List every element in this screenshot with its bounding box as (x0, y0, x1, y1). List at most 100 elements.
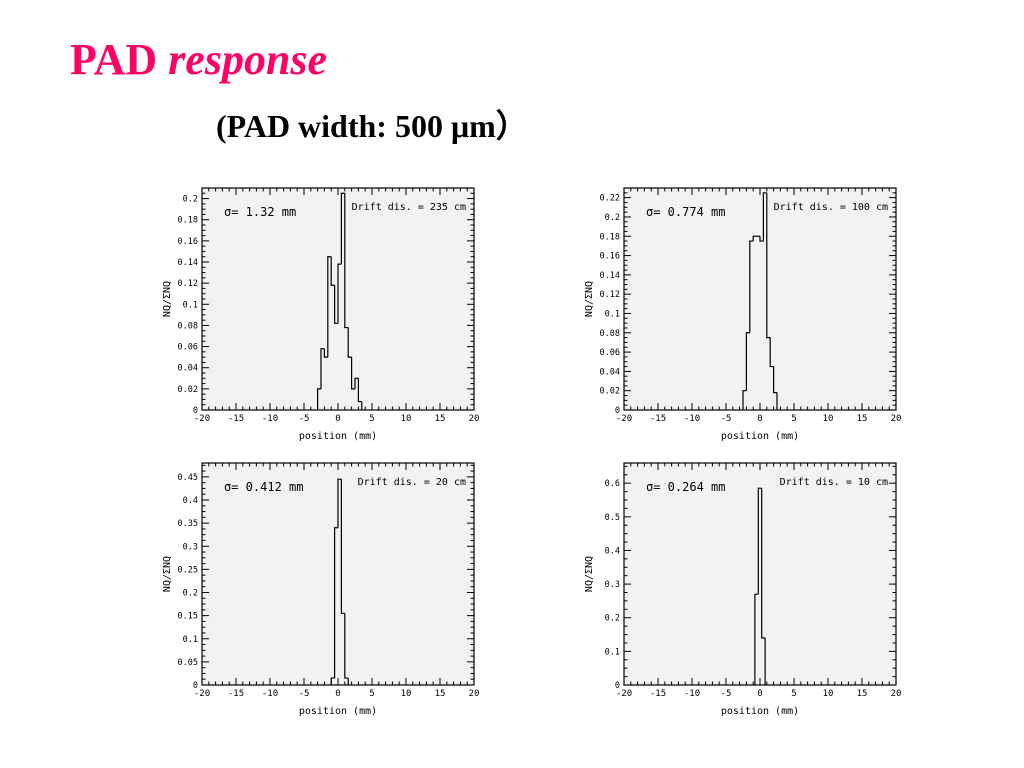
y-tick-label: 0.14 (178, 258, 198, 268)
x-tick-label: -15 (228, 689, 244, 699)
drift-annotation: Drift dis. = 10 cm (780, 477, 888, 488)
slide-title: PAD response (70, 38, 327, 82)
y-tick-label: 0.2 (605, 614, 620, 624)
slide-subtitle: (PAD width: 500 μm） (216, 108, 528, 144)
histogram-bin (330, 256, 335, 286)
y-tick-label: 0.1 (605, 647, 620, 657)
x-tick-label: -5 (299, 689, 310, 699)
histogram-panel-3: -20 -15 -10 -5 0 5 10 15 20 0 0.05 0.1 0.15 0.2 0.25 0.… (150, 455, 480, 725)
x-tick-label: -20 (194, 414, 210, 424)
x-tick-label: 15 (857, 689, 868, 699)
sigma-annotation: σ= 0.412 mm (224, 480, 303, 494)
y-tick-label: 0.12 (178, 279, 198, 289)
histogram-bin (766, 192, 771, 339)
y-tick-label: 0.45 (178, 473, 198, 483)
y-tick-label: 0.04 (600, 367, 620, 377)
histogram-bin (745, 332, 750, 391)
x-tick-label: -5 (721, 414, 732, 424)
y-tick-label: 0.02 (600, 387, 620, 397)
histogram-bin (354, 377, 359, 389)
x-tick-label: 20 (469, 689, 480, 699)
y-tick-label: 0.1 (605, 309, 620, 319)
y-tick-label: 0.14 (600, 271, 620, 281)
y-tick-label: 0.35 (178, 519, 198, 529)
x-axis-label: position (mm) (721, 431, 799, 442)
y-tick-label: 0.06 (600, 348, 620, 358)
y-axis-label: NQ/ΣNQ (162, 556, 173, 592)
y-tick-label: 0.18 (600, 232, 620, 242)
sigma-annotation: σ= 0.264 mm (646, 480, 725, 494)
x-tick-label: -15 (650, 414, 666, 424)
y-tick-label: 0.18 (178, 216, 198, 226)
x-axis-label: position (mm) (299, 706, 377, 717)
y-tick-label: 0.2 (183, 589, 198, 599)
slide-title-main: PAD (70, 35, 158, 84)
histogram-bin (344, 613, 349, 679)
histogram-bin (340, 479, 345, 614)
histogram-bin (334, 285, 338, 324)
x-tick-label: 10 (401, 414, 412, 424)
histogram-bin (320, 348, 325, 389)
x-tick-label: 0 (335, 414, 340, 424)
drift-annotation: Drift dis. = 235 cm (352, 202, 466, 213)
sigma-annotation: σ= 1.32 mm (224, 205, 296, 219)
histogram-bin (317, 388, 321, 410)
y-tick-label: 0.1 (183, 300, 198, 310)
y-tick-label: 0.16 (178, 237, 198, 247)
histogram-bin (773, 366, 777, 394)
histogram-panel-4: -20 -15 -10 -5 0 5 10 15 20 0 0.1 0.2 0.3 0.4 0.5 0.6 po… (572, 455, 902, 725)
histogram-svg: -20 -15 -10 -5 0 5 10 15 20 0 0.02 0.04 0.06 0.08 0.1 0… (162, 187, 479, 442)
x-tick-label: -10 (262, 414, 278, 424)
x-tick-label: 0 (335, 689, 340, 699)
x-tick-label: 10 (823, 689, 834, 699)
x-tick-label: 0 (757, 414, 762, 424)
y-tick-label: 0.15 (178, 612, 198, 622)
x-tick-label: 20 (891, 689, 902, 699)
y-tick-label: 0.3 (605, 580, 620, 590)
histogram-panel-1: -20 -15 -10 -5 0 5 10 15 20 0 0.02 0.04 0.06 0.08 0.1 0… (150, 180, 480, 450)
x-tick-label: 5 (791, 414, 796, 424)
y-tick-label: 0.3 (183, 542, 198, 552)
y-axis-label: NQ/ΣNQ (584, 281, 595, 317)
x-axis-label: position (mm) (721, 706, 799, 717)
y-tick-label: 0 (615, 681, 620, 691)
x-tick-label: -5 (299, 414, 310, 424)
y-tick-label: 0.25 (178, 565, 198, 575)
histogram-bin (330, 677, 335, 685)
histogram-panel-2: -20 -15 -10 -5 0 5 10 15 20 0 0.02 0.04 0.06 0.08 0.1 0… (572, 180, 902, 450)
x-tick-label: -20 (194, 689, 210, 699)
y-tick-label: 0.2 (183, 195, 198, 205)
y-tick-label: 0.4 (183, 496, 198, 506)
x-tick-label: -5 (721, 689, 732, 699)
plot-frame (623, 462, 897, 686)
histogram-bin (762, 192, 767, 242)
x-tick-label: -10 (684, 414, 700, 424)
y-tick-label: 0.12 (600, 290, 620, 300)
y-tick-label: 0.16 (600, 252, 620, 262)
y-tick-label: 0.05 (178, 658, 198, 668)
histogram-bin (344, 193, 349, 329)
histogram-bin (761, 488, 766, 639)
histogram-bin (757, 487, 762, 595)
histogram-bins (754, 487, 766, 685)
x-tick-label: 5 (369, 689, 374, 699)
histogram-bin (347, 327, 352, 358)
histogram-bins (742, 192, 778, 410)
y-tick-label: 0.2 (605, 213, 620, 223)
x-tick-label: -20 (616, 689, 632, 699)
y-tick-label: 0.06 (178, 343, 198, 353)
y-tick-label: 0.22 (600, 194, 620, 204)
x-tick-label: 15 (435, 689, 446, 699)
plot-frame (623, 187, 897, 411)
y-tick-label: 0.6 (605, 479, 620, 489)
x-tick-label: -10 (684, 689, 700, 699)
y-axis-label: NQ/ΣNQ (584, 556, 595, 592)
histogram-bin (351, 357, 355, 390)
histogram-svg: -20 -15 -10 -5 0 5 10 15 20 0 0.02 0.04 0.06 0.08 0.1 0… (584, 187, 902, 442)
y-tick-label: 0.5 (605, 513, 620, 523)
x-tick-label: 20 (891, 414, 902, 424)
x-tick-label: -10 (262, 689, 278, 699)
histogram-bins (317, 192, 363, 410)
histogram-bin (769, 337, 774, 368)
y-tick-label: 0.08 (600, 329, 620, 339)
